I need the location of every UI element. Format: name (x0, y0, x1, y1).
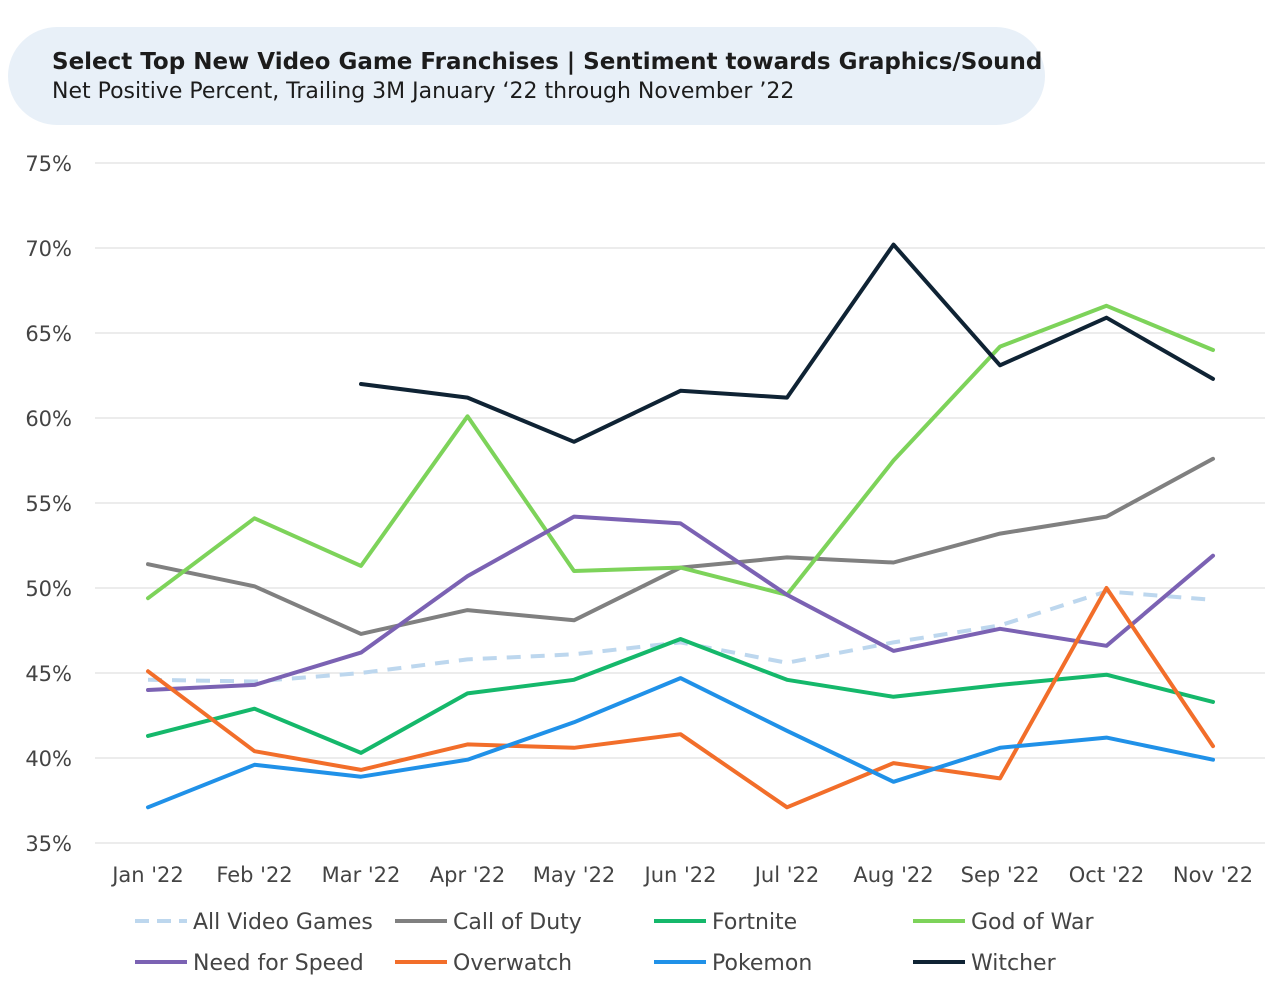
y-tick-label: 45% (25, 662, 72, 686)
series-line-all-video-games (147, 589, 1214, 684)
legend-item-god-of-war: God of War (913, 910, 1094, 935)
legend-item-witcher: Witcher (913, 951, 1057, 976)
y-tick-label: 65% (25, 322, 72, 346)
legend-label: Call of Duty (453, 910, 582, 935)
y-tick-label: 75% (25, 152, 72, 176)
series-line-need-for-speed (146, 514, 1215, 692)
y-tick-label: 55% (25, 492, 72, 516)
chart-title: Select Top New Video Game Franchises | S… (52, 49, 1043, 75)
x-tick-label: Oct '22 (1069, 863, 1144, 887)
chart-subtitle: Net Positive Percent, Trailing 3M Januar… (52, 79, 795, 104)
series-line-overwatch (146, 586, 1215, 810)
legend-item-overwatch: Overwatch (395, 951, 572, 976)
x-tick-label: Jul '22 (753, 863, 820, 887)
y-axis-tick-labels: 35% 40% 45% 50% 55% 60% 65% 70% 75% (25, 152, 72, 856)
legend-item-need-for-speed: Need for Speed (135, 951, 364, 976)
y-tick-label: 50% (25, 577, 72, 601)
title-box: Select Top New Video Game Franchises | S… (8, 27, 1045, 125)
x-tick-label: Jun '22 (643, 863, 717, 887)
x-tick-label: Nov '22 (1173, 863, 1253, 887)
legend-label: Pokemon (712, 951, 812, 976)
y-tick-label: 35% (25, 832, 72, 856)
series-line-fortnite (146, 637, 1215, 755)
series-lines (146, 242, 1215, 810)
legend-item-call-of-duty: Call of Duty (395, 910, 582, 935)
legend-label: All Video Games (193, 910, 373, 935)
legend-label: Need for Speed (193, 951, 364, 976)
legend-label: Fortnite (712, 910, 797, 935)
series-line-witcher (359, 242, 1215, 444)
legend-item-fortnite: Fortnite (654, 910, 797, 935)
x-tick-label: Mar '22 (322, 863, 401, 887)
series-line-god-of-war (146, 303, 1215, 601)
y-tick-label: 60% (25, 407, 72, 431)
x-tick-label: Aug '22 (853, 863, 933, 887)
y-tick-label: 40% (25, 747, 72, 771)
x-tick-label: Apr '22 (430, 863, 506, 887)
legend-item-all-video-games: All Video Games (135, 910, 373, 935)
x-axis-tick-labels: Jan '22 Feb '22 Mar '22 Apr '22 May '22 Jun '… (110, 863, 1253, 887)
x-tick-label: Jan '22 (110, 863, 184, 887)
legend-label: Overwatch (453, 951, 572, 976)
legend-label: Witcher (971, 951, 1057, 976)
legend-label: God of War (971, 910, 1094, 935)
legend-item-pokemon: Pokemon (654, 951, 812, 976)
x-tick-label: Feb '22 (216, 863, 292, 887)
x-tick-label: May '22 (533, 863, 616, 887)
legend: All Video Games Call of Duty Fortnite God o… (135, 910, 1094, 976)
x-tick-label: Sep '22 (961, 863, 1040, 887)
series-line-pokemon (146, 676, 1215, 810)
y-tick-label: 70% (25, 237, 72, 261)
